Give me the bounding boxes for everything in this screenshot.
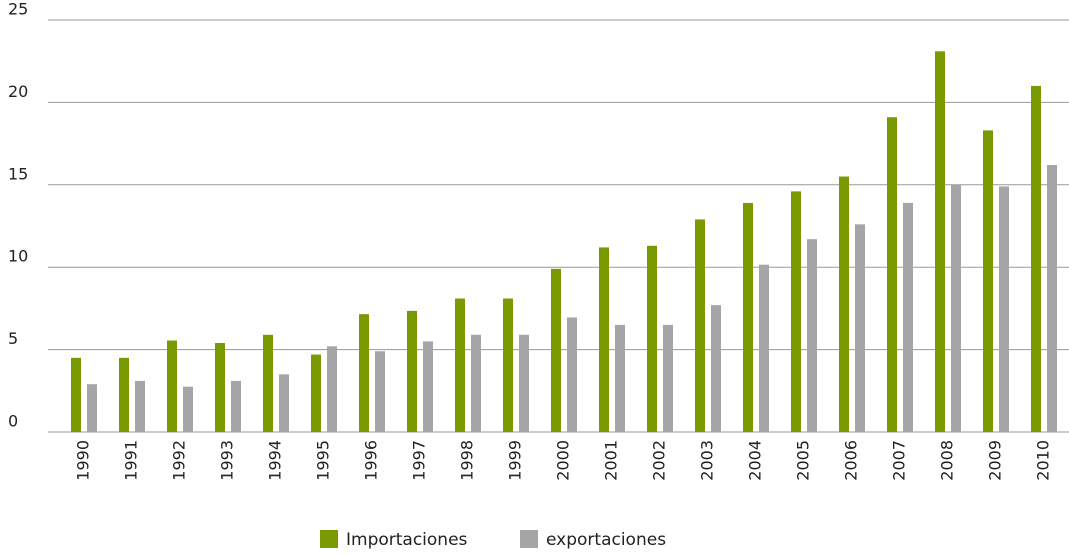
bar: [119, 357, 129, 432]
bar: [231, 380, 241, 432]
y-tick-label: 25: [8, 0, 28, 19]
bar: [135, 380, 145, 432]
y-tick-label: 5: [8, 329, 18, 348]
x-tick-label: 1996: [362, 440, 381, 481]
bar: [167, 340, 177, 432]
bar: [791, 191, 801, 432]
bar: [1047, 165, 1057, 433]
bar: [807, 239, 817, 432]
x-tick-label: 2003: [698, 440, 717, 481]
bar: [183, 386, 193, 432]
bar: [471, 334, 481, 432]
bar: [695, 219, 705, 432]
x-tick-label: 2000: [554, 440, 573, 481]
y-tick-label: 0: [8, 412, 18, 431]
bar: [711, 305, 721, 432]
bar: [503, 298, 513, 432]
y-tick-label: 15: [8, 164, 28, 183]
x-tick-label: 1999: [506, 440, 525, 481]
bar: [407, 310, 417, 432]
bar: [839, 176, 849, 432]
x-tick-label: 2007: [890, 440, 909, 481]
bar: [567, 317, 577, 432]
legend-swatch: [320, 530, 338, 548]
x-tick-label: 2001: [602, 440, 621, 481]
x-tick-label: 1995: [314, 440, 333, 481]
x-tick-label: 1993: [218, 440, 237, 481]
legend-label: Importaciones: [346, 530, 468, 550]
bar: [71, 357, 81, 432]
bar: [215, 343, 225, 432]
x-tick-label: 1992: [170, 440, 189, 481]
y-tick-label: 20: [8, 82, 28, 101]
x-tick-label: 2010: [1034, 440, 1053, 481]
y-tick-label: 10: [8, 247, 28, 266]
bar: [903, 202, 913, 432]
x-tick-label: 2002: [650, 440, 669, 481]
bar: [311, 354, 321, 432]
bar: [887, 117, 897, 433]
bar: [519, 334, 529, 432]
bar: [999, 186, 1009, 432]
x-tick-label: 1990: [74, 440, 93, 481]
x-tick-label: 2005: [794, 440, 813, 481]
bar: [279, 374, 289, 432]
legend-swatch: [520, 530, 538, 548]
bar: [855, 224, 865, 432]
x-tick-label: 2008: [938, 440, 957, 481]
x-tick-label: 1991: [122, 440, 141, 481]
x-tick-label: 1998: [458, 440, 477, 481]
x-tick-label: 1994: [266, 440, 285, 481]
bar: [615, 324, 625, 432]
bar: [263, 334, 273, 432]
bar: [599, 247, 609, 432]
bar: [455, 298, 465, 432]
bar: [327, 346, 337, 432]
bar: [1031, 85, 1041, 433]
bar: [935, 51, 945, 432]
bar: [359, 314, 369, 432]
bar: [375, 351, 385, 432]
x-tick-label: 2004: [746, 440, 765, 481]
bar: [983, 130, 993, 432]
legend-label: exportaciones: [546, 530, 666, 550]
bar: [423, 341, 433, 432]
x-tick-label: 2009: [986, 440, 1005, 481]
bar: [87, 384, 97, 432]
bar: [743, 202, 753, 432]
x-tick-label: 1997: [410, 440, 429, 481]
x-tick-label: 2006: [842, 440, 861, 481]
bar: [647, 245, 657, 432]
bar: [663, 324, 673, 432]
bar: [951, 184, 961, 432]
bar: [759, 264, 769, 432]
bar: [551, 268, 561, 432]
